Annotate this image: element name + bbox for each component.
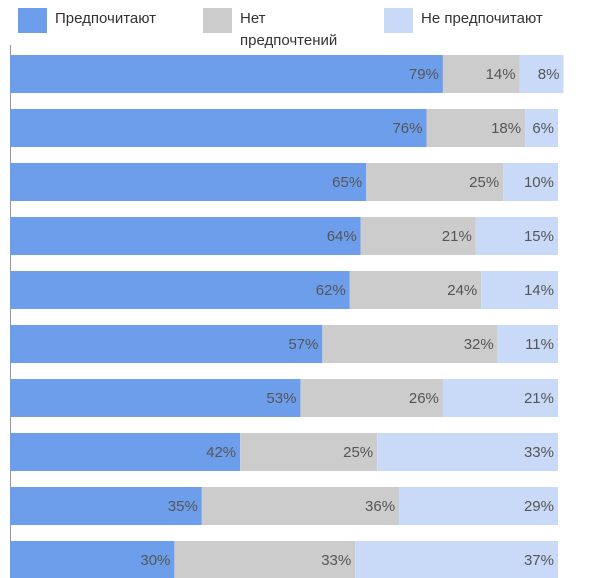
legend-item: Предпочитают xyxy=(18,8,195,33)
bar-segment xyxy=(10,217,361,255)
value-label: 26% xyxy=(409,390,439,407)
value-label: 65% xyxy=(332,174,362,191)
value-label: 62% xyxy=(316,282,346,299)
value-label: 30% xyxy=(140,552,170,569)
bar-segment xyxy=(525,109,558,147)
value-label: 29% xyxy=(524,498,554,515)
value-label: 24% xyxy=(447,282,477,299)
bar-segment xyxy=(519,55,564,93)
legend-label: Предпочитают xyxy=(55,10,157,27)
bar-segment xyxy=(10,271,350,309)
bar-segment xyxy=(349,271,482,309)
bar-segment xyxy=(10,55,443,93)
legend-swatch xyxy=(384,8,413,33)
value-label: 42% xyxy=(206,444,236,461)
bar-segment xyxy=(10,487,202,525)
value-label: 76% xyxy=(392,120,422,137)
value-label: 21% xyxy=(442,228,472,245)
bar-segment xyxy=(399,487,558,525)
value-label: 32% xyxy=(464,336,494,353)
value-label: 14% xyxy=(486,66,516,83)
value-label: 8% xyxy=(538,66,560,83)
value-label: 14% xyxy=(524,282,554,299)
bar-segment xyxy=(300,379,443,417)
value-label: 64% xyxy=(327,228,357,245)
value-label: 25% xyxy=(469,174,499,191)
bar-segment xyxy=(10,379,301,417)
legend-label: Нет предпочтений xyxy=(240,10,338,49)
bar-segment xyxy=(426,109,526,147)
value-label: 37% xyxy=(524,552,554,569)
bar-segment xyxy=(475,217,558,255)
value-label: 33% xyxy=(524,444,554,461)
bar-segment xyxy=(10,433,241,471)
bar-segment xyxy=(442,55,520,93)
bar-segment xyxy=(10,541,175,578)
legend-item: Не предпочитают xyxy=(384,8,614,33)
bar-segment xyxy=(377,433,558,471)
bar-segment xyxy=(10,163,367,201)
bar-segment xyxy=(503,163,558,201)
bar-segment xyxy=(201,487,400,525)
legend-label: Не предпочитают xyxy=(421,10,543,27)
bar-segment xyxy=(355,541,558,578)
bar-segment xyxy=(10,109,427,147)
value-label: 57% xyxy=(288,336,318,353)
value-label: 53% xyxy=(266,390,296,407)
bar-segment xyxy=(481,271,558,309)
value-label: 11% xyxy=(525,336,554,353)
bar-segment xyxy=(442,379,558,417)
legend-swatch xyxy=(18,8,47,33)
value-label: 35% xyxy=(168,498,198,515)
value-label: 18% xyxy=(491,120,521,137)
bar-segment xyxy=(10,325,323,363)
value-label: 10% xyxy=(524,174,554,191)
bar-segment xyxy=(322,325,498,363)
bar-segment xyxy=(360,217,476,255)
legend-swatch xyxy=(203,8,232,33)
value-label: 79% xyxy=(409,66,439,83)
bar-segment xyxy=(497,325,558,363)
bar-segment xyxy=(240,433,378,471)
value-label: 25% xyxy=(343,444,373,461)
value-label: 21% xyxy=(524,390,554,407)
value-label: 15% xyxy=(524,228,554,245)
bar-segment xyxy=(366,163,504,201)
bar-segment xyxy=(174,541,356,578)
value-label: 36% xyxy=(365,498,395,515)
value-label: 33% xyxy=(321,552,351,569)
value-label: 6% xyxy=(532,120,554,137)
legend-item: Нет предпочтений xyxy=(203,8,350,52)
